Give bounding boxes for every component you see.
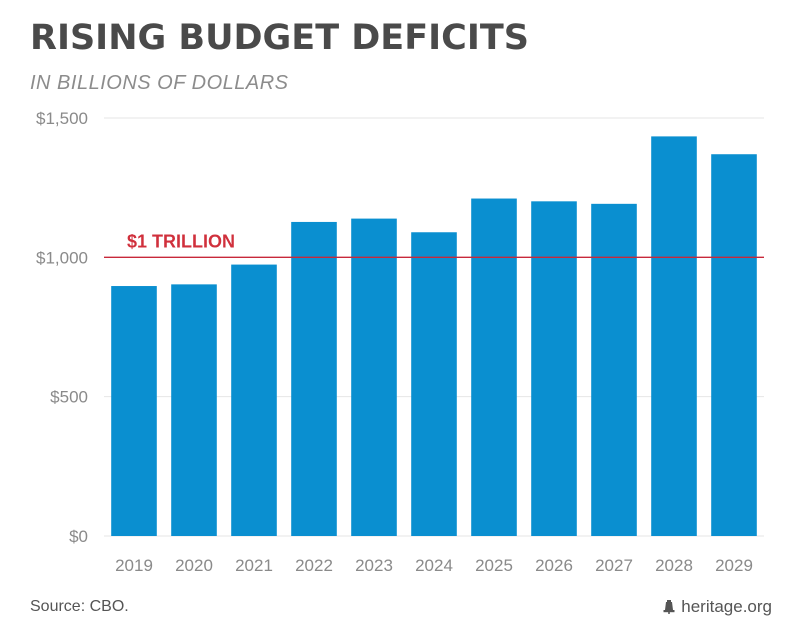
bar-2019 [111,286,157,536]
chart-subtitle: IN BILLIONS OF DOLLARS [30,72,289,94]
source-note: Source: CBO. [30,598,129,615]
x-tick-label: 2025 [475,556,513,575]
chart-title: RISING BUDGET DEFICITS [30,18,529,58]
bar-2028 [651,136,697,536]
bar-2020 [171,284,217,536]
y-tick-label: $0 [69,527,88,546]
bar-2027 [591,203,637,536]
bar-2026 [531,201,577,536]
x-tick-label: 2029 [715,556,753,575]
x-tick-label: 2026 [535,556,573,575]
y-tick-label: $1,500 [36,109,88,128]
x-tick-label: 2021 [235,556,273,575]
x-tick-label: 2023 [355,556,393,575]
bar-2025 [471,198,517,536]
brand-text: heritage.org [681,597,772,616]
y-tick-label: $500 [50,388,88,407]
x-tick-label: 2027 [595,556,633,575]
bar-2022 [291,221,337,536]
y-tick-label: $1,000 [36,248,88,267]
x-tick-label: 2020 [175,556,213,575]
reference-line-label: $1 TRILLION [127,231,235,251]
x-tick-label: 2028 [655,556,693,575]
x-tick-label: 2024 [415,556,453,575]
brand-logo: heritage.org [663,597,772,617]
x-tick-label: 2022 [295,556,333,575]
bar-2024 [411,232,457,536]
bar-2023 [351,218,397,536]
bar-2029 [711,154,757,536]
bar-2021 [231,264,277,536]
bar-chart: $1 TRILLION $0 $500 $1,000 $1,500 2019 2020 2… [36,109,764,575]
x-tick-label: 2019 [115,556,153,575]
liberty-bell-icon [663,600,675,614]
